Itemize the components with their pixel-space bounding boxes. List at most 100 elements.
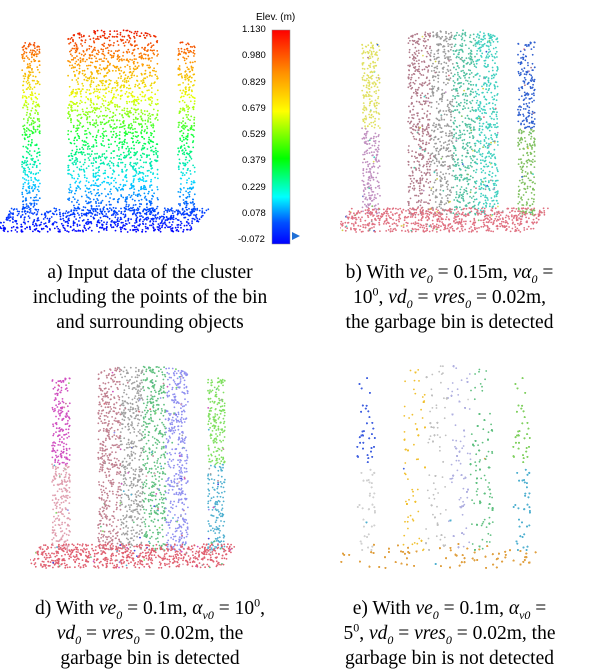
cloud-point bbox=[24, 99, 27, 102]
cloud-point bbox=[141, 171, 144, 174]
cloud-point bbox=[438, 160, 440, 163]
cloud-point bbox=[136, 212, 139, 214]
cloud-point bbox=[133, 48, 136, 51]
cloud-point bbox=[471, 206, 474, 208]
cloud-point bbox=[429, 95, 432, 97]
cloud-point bbox=[102, 48, 104, 51]
cloud-point bbox=[110, 209, 113, 212]
cloud-point bbox=[125, 180, 128, 183]
cloud-point bbox=[187, 105, 190, 108]
cloud-point bbox=[488, 55, 491, 58]
cloud-point bbox=[186, 196, 189, 198]
cloud-point bbox=[408, 73, 410, 76]
cloud-point bbox=[450, 186, 453, 189]
cloud-point bbox=[482, 38, 485, 41]
cloud-point bbox=[21, 69, 24, 72]
cloud-point bbox=[437, 81, 440, 83]
cloud-point bbox=[482, 36, 485, 38]
cloud-point bbox=[458, 134, 460, 137]
cloud-point bbox=[475, 198, 478, 201]
cloud-point bbox=[134, 44, 137, 47]
cloud-point bbox=[75, 189, 77, 192]
cloud-point bbox=[495, 50, 498, 53]
cloud-point bbox=[156, 75, 158, 78]
cloud-point bbox=[92, 162, 95, 165]
cloud-point bbox=[85, 229, 87, 232]
cloud-point bbox=[95, 223, 98, 226]
cloud-point bbox=[33, 184, 36, 187]
cloud-point bbox=[90, 106, 93, 109]
cloud-point bbox=[76, 109, 79, 112]
cloud-point bbox=[444, 39, 446, 41]
cloud-point bbox=[28, 42, 31, 45]
cloud-point bbox=[32, 117, 35, 119]
cloud-point bbox=[106, 215, 108, 218]
cloud-point bbox=[138, 205, 141, 208]
cloud-point bbox=[430, 189, 433, 192]
cloud-point bbox=[116, 58, 119, 61]
cloud-point bbox=[70, 67, 73, 69]
cloud-point bbox=[492, 140, 495, 143]
cloud-point bbox=[38, 50, 41, 53]
cloud-point bbox=[188, 155, 191, 157]
cloud-point bbox=[107, 69, 110, 71]
cloud-point bbox=[137, 98, 140, 101]
cloud-point bbox=[478, 151, 480, 153]
cloud-point bbox=[428, 194, 431, 197]
cloud-point bbox=[86, 223, 88, 226]
cloud-point bbox=[104, 172, 106, 175]
cloud-point bbox=[148, 142, 151, 145]
cloud-point bbox=[378, 165, 381, 168]
cloud-point bbox=[83, 78, 86, 81]
cloud-point bbox=[454, 160, 456, 163]
cloud-point bbox=[117, 67, 120, 70]
cloud-point bbox=[120, 58, 123, 61]
cloud-point bbox=[491, 96, 494, 98]
cloud-point bbox=[482, 87, 484, 90]
cloud-point bbox=[124, 41, 127, 43]
cloud-point bbox=[150, 124, 153, 127]
cloud-point bbox=[193, 166, 196, 169]
cloud-point bbox=[108, 217, 111, 220]
cloud-point bbox=[25, 146, 27, 148]
cloud-point bbox=[83, 34, 85, 37]
cloud-point bbox=[158, 224, 161, 227]
cloud-point bbox=[141, 176, 144, 179]
cloud-point bbox=[39, 169, 41, 172]
cloud-point bbox=[119, 38, 122, 41]
cloud-point bbox=[149, 71, 151, 74]
cloud-point bbox=[133, 58, 136, 60]
cloud-point bbox=[424, 102, 427, 104]
cloud-point bbox=[463, 138, 466, 141]
cloud-point bbox=[478, 47, 481, 50]
cloud-point bbox=[135, 221, 138, 224]
cloud-point bbox=[131, 132, 134, 135]
cloud-point bbox=[465, 102, 468, 105]
cloud-point bbox=[76, 212, 79, 215]
cloud-point bbox=[179, 191, 182, 194]
cloud-point bbox=[112, 150, 115, 153]
cloud-point bbox=[113, 222, 116, 225]
cloud-point bbox=[93, 31, 96, 34]
cloud-point bbox=[79, 188, 82, 190]
cloud-point bbox=[460, 38, 463, 41]
caption-a: a) Input data of the cluster including t… bbox=[0, 260, 300, 335]
cloud-point bbox=[31, 88, 34, 90]
cloud-point bbox=[59, 230, 61, 233]
cloud-point bbox=[445, 182, 448, 185]
cloud-point bbox=[472, 136, 475, 139]
cloud-point bbox=[69, 214, 72, 217]
cloud-point bbox=[98, 194, 101, 197]
cloud-point bbox=[153, 53, 156, 56]
cloud-point bbox=[104, 130, 107, 133]
cloud-point bbox=[182, 120, 184, 123]
cloud-point bbox=[493, 98, 496, 101]
cloud-point bbox=[416, 160, 419, 163]
cloud-point bbox=[461, 133, 464, 136]
cloud-point bbox=[179, 162, 182, 165]
cloud-point bbox=[367, 171, 370, 173]
cloud-point bbox=[90, 221, 93, 223]
cloud-point bbox=[106, 181, 108, 184]
cloud-point bbox=[448, 173, 451, 175]
cloud-point bbox=[426, 110, 429, 113]
